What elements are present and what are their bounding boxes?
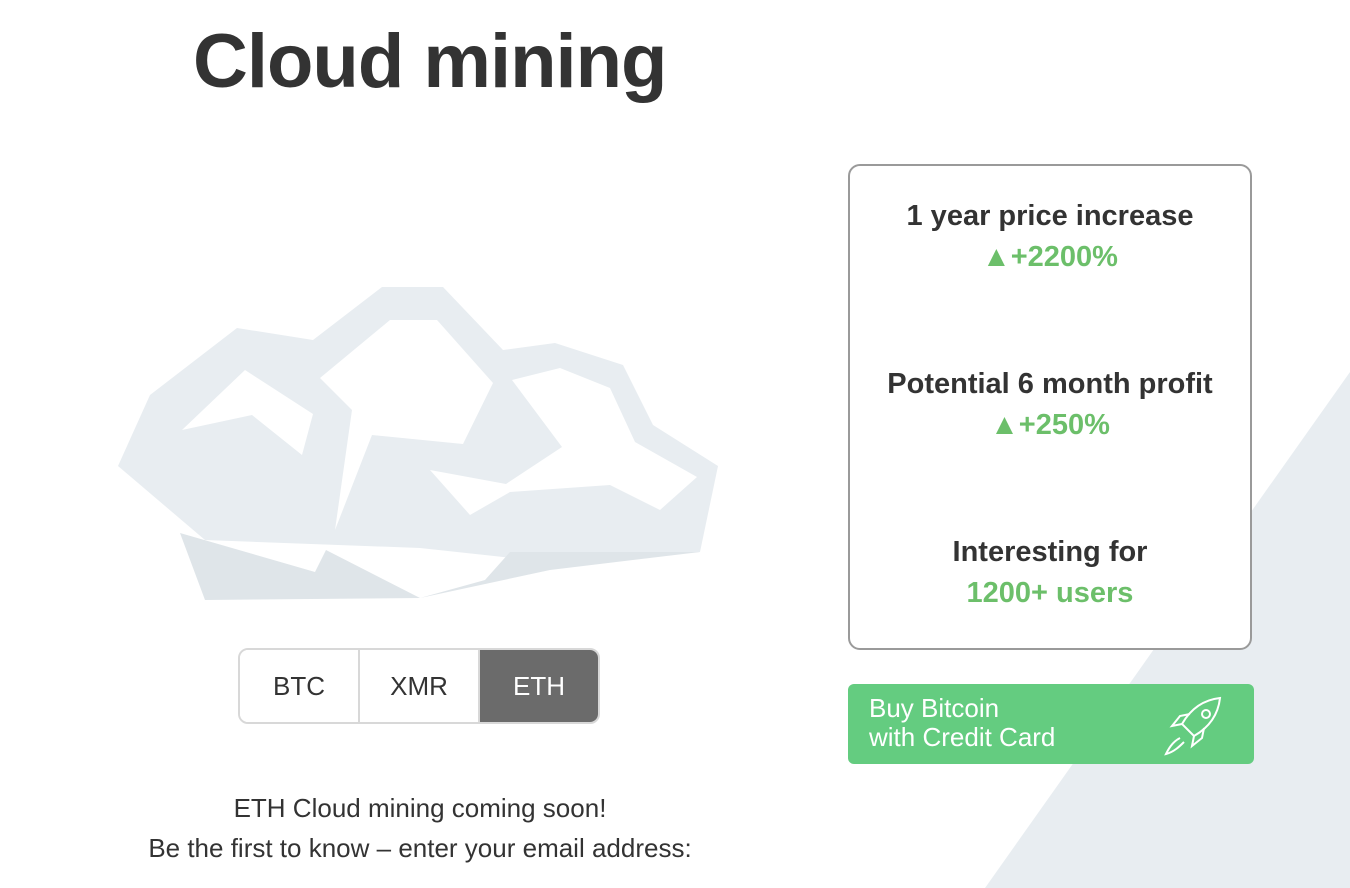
stats-card: 1 year price increase ▲+2200% Potential … xyxy=(848,164,1252,650)
stat-label: Interesting for xyxy=(952,536,1148,568)
page-title: Cloud mining xyxy=(193,19,667,104)
coin-tabs: BTC XMR ETH xyxy=(238,648,600,724)
stat-profit: Potential 6 month profit ▲+250% xyxy=(850,368,1250,442)
stat-price-increase: 1 year price increase ▲+2200% xyxy=(850,200,1250,274)
message-line1: ETH Cloud mining coming soon! xyxy=(233,793,607,823)
tab-eth[interactable]: ETH xyxy=(480,650,598,722)
coming-soon-message: ETH Cloud mining coming soon! Be the fir… xyxy=(100,788,740,868)
stat-value: ▲+2200% xyxy=(982,241,1118,273)
buy-bitcoin-button[interactable]: Buy Bitcoin with Credit Card xyxy=(848,684,1254,764)
tab-xmr[interactable]: XMR xyxy=(360,650,480,722)
buy-line1: Buy Bitcoin xyxy=(869,693,1000,723)
stat-label: 1 year price increase xyxy=(906,200,1194,232)
stat-value: 1200+ users xyxy=(966,577,1134,609)
tab-btc[interactable]: BTC xyxy=(240,650,360,722)
cloud-icon xyxy=(118,287,718,600)
rocket-icon xyxy=(1164,696,1222,756)
stat-label: Potential 6 month profit xyxy=(887,368,1213,400)
stat-users: Interesting for 1200+ users xyxy=(850,536,1250,610)
stat-value: ▲+250% xyxy=(990,409,1110,441)
buy-line2: with Credit Card xyxy=(869,722,1056,752)
message-line2: Be the first to know – enter your email … xyxy=(148,833,692,863)
